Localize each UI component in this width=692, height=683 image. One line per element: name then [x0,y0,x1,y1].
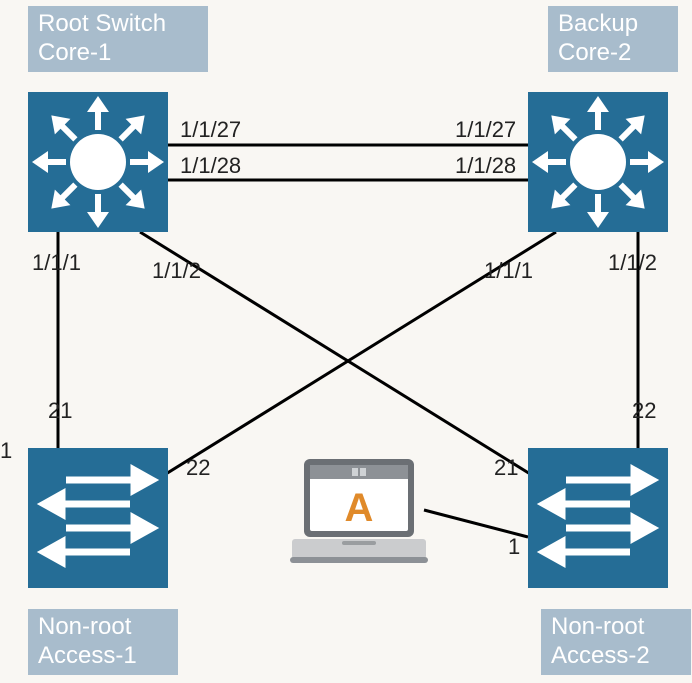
port-label: 22 [186,455,210,481]
port-label: 1/1/2 [152,258,201,284]
port-label: 21 [494,455,518,481]
device-acc2 [528,448,668,588]
port-label: 1/1/28 [455,153,516,179]
laptop-letter: A [345,486,374,530]
access-switch-icon [28,448,168,588]
link-acc2-laptop [424,510,528,537]
client-laptop: A [284,455,434,575]
device-core1 [28,92,168,232]
access-switch-icon [528,448,668,588]
port-label: 1/1/1 [484,258,533,284]
port-label: 21 [48,398,72,424]
port-label: 1/1/1 [32,250,81,276]
label-acc1: Non-root Access-1 [28,609,178,675]
core-switch-icon [28,92,168,232]
device-core2 [528,92,668,232]
label-core2: Backup Core-2 [548,6,678,72]
label-acc2: Non-root Access-2 [541,609,691,675]
core-switch-icon [528,92,668,232]
port-label: 1 [508,534,520,560]
device-acc1 [28,448,168,588]
laptop-icon: A [284,455,434,575]
port-label: 1/1/27 [180,117,241,143]
port-label: 1/1/27 [455,117,516,143]
port-label: 1/1/2 [608,250,657,276]
label-core1: Root Switch Core-1 [28,6,208,72]
port-label: 1 [0,438,12,464]
port-label: 1/1/28 [180,153,241,179]
port-label: 22 [632,398,656,424]
